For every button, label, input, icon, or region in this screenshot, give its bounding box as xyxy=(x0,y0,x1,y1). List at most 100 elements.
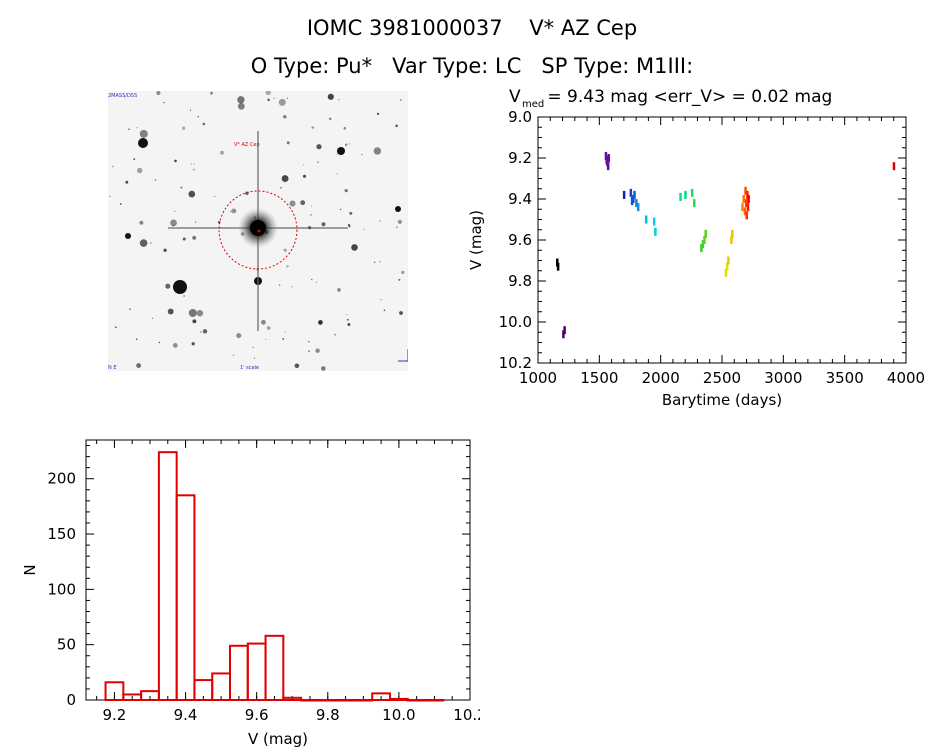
field-star xyxy=(343,126,347,130)
hist-bars xyxy=(104,451,445,702)
field-star xyxy=(265,338,267,341)
field-star xyxy=(180,186,183,189)
lc-data-point xyxy=(652,217,656,226)
field-star xyxy=(379,261,381,263)
field-star xyxy=(318,320,323,325)
field-star xyxy=(128,128,130,130)
lc-data-point xyxy=(725,262,729,271)
field-star xyxy=(383,309,386,311)
field-star xyxy=(351,244,358,251)
lc-data-point xyxy=(604,151,608,160)
field-star xyxy=(188,308,197,318)
field-star xyxy=(236,333,242,339)
lc-data-point xyxy=(701,240,705,249)
field-star xyxy=(283,115,287,119)
lc-data-point xyxy=(747,195,750,203)
lc-data-point xyxy=(892,162,896,171)
field-star xyxy=(192,235,197,240)
field-star xyxy=(156,91,161,96)
field-star xyxy=(395,206,401,212)
hist-bar xyxy=(317,699,338,702)
field-star xyxy=(193,163,195,165)
field-star xyxy=(397,219,402,224)
field-star xyxy=(286,97,289,99)
lc-data-point xyxy=(690,188,694,197)
field-star xyxy=(316,144,322,150)
field-star xyxy=(139,129,148,138)
histogram-chart: 9.2 9.4 9.6 9.8 10.0 10.2 0 50 100 150 200 V (mag)… xyxy=(21,439,480,747)
hist-y-tick-label: 100 xyxy=(47,580,76,598)
lc-data-point xyxy=(606,158,609,167)
hist-bar xyxy=(406,699,427,702)
field-star xyxy=(321,222,326,227)
field-star xyxy=(374,261,376,263)
lc-title-rest: = 9.43 mag <err_V> = 0.02 mag xyxy=(542,87,832,107)
field-star xyxy=(214,195,216,198)
hist-plot-frame xyxy=(85,439,471,701)
field-star xyxy=(336,173,338,175)
field-star xyxy=(109,195,111,198)
field-star xyxy=(328,117,332,121)
field-star xyxy=(252,346,254,349)
field-star xyxy=(334,333,336,336)
lc-x-tick-label: 3000 xyxy=(764,369,802,387)
lc-x-tick-label: 1500 xyxy=(580,369,618,387)
lc-x-tick-label: 2000 xyxy=(642,369,680,387)
lc-plot-frame xyxy=(537,116,907,364)
field-star xyxy=(396,226,398,229)
image-corner-label: 2MASS/DSS xyxy=(108,93,137,99)
lc-data-point xyxy=(745,211,749,220)
field-star xyxy=(340,208,342,211)
hist-bar xyxy=(300,699,320,702)
field-star xyxy=(125,233,131,239)
field-star xyxy=(327,93,334,100)
field-star xyxy=(136,363,142,369)
lc-x-tick-label: 4000 xyxy=(887,369,925,387)
field-star xyxy=(315,348,320,353)
field-star xyxy=(119,203,122,205)
field-star xyxy=(191,342,195,346)
lc-data-point xyxy=(606,162,610,171)
field-star xyxy=(135,338,138,340)
lc-axis-ticks: 1000 1500 2000 2500 3000 3500 4000 9.0 9.2 9.4 9.6… xyxy=(499,108,926,387)
lc-data-point xyxy=(731,229,734,238)
field-star xyxy=(363,228,365,231)
field-star xyxy=(253,357,256,359)
field-star xyxy=(172,343,178,348)
field-star xyxy=(286,265,289,268)
hist-bar xyxy=(389,697,409,701)
hist-x-tick-label: 9.4 xyxy=(174,706,198,724)
field-star xyxy=(138,138,148,148)
hist-bar xyxy=(246,642,267,701)
field-star xyxy=(163,248,167,252)
lc-title-prefix: V xyxy=(509,87,521,107)
field-star xyxy=(311,205,313,207)
hist-x-tick-label: 10.2 xyxy=(453,706,480,724)
field-star xyxy=(311,278,313,281)
field-star xyxy=(154,179,157,181)
field-star xyxy=(230,210,232,213)
lc-data-point xyxy=(744,186,747,195)
field-star xyxy=(395,124,398,128)
hist-xlabel: V (mag) xyxy=(248,730,308,747)
field-star xyxy=(398,278,401,281)
field-star xyxy=(114,326,117,329)
field-star xyxy=(181,126,186,130)
lc-y-tick-label: 10.2 xyxy=(499,354,532,372)
field-star xyxy=(210,91,213,95)
hist-bar xyxy=(371,692,392,701)
lc-data-point xyxy=(556,262,560,271)
field-star xyxy=(310,214,312,216)
lc-data-point xyxy=(563,326,566,335)
field-star xyxy=(283,248,287,252)
hist-x-tick-label: 9.2 xyxy=(103,706,127,724)
field-star xyxy=(315,281,318,284)
field-star xyxy=(170,219,177,227)
image-corner-label: N E xyxy=(108,365,117,371)
field-star xyxy=(278,98,286,106)
field-star xyxy=(163,102,165,104)
lc-data-point xyxy=(607,154,611,162)
field-star xyxy=(188,190,196,198)
field-star xyxy=(150,242,152,244)
field-star xyxy=(317,161,319,163)
